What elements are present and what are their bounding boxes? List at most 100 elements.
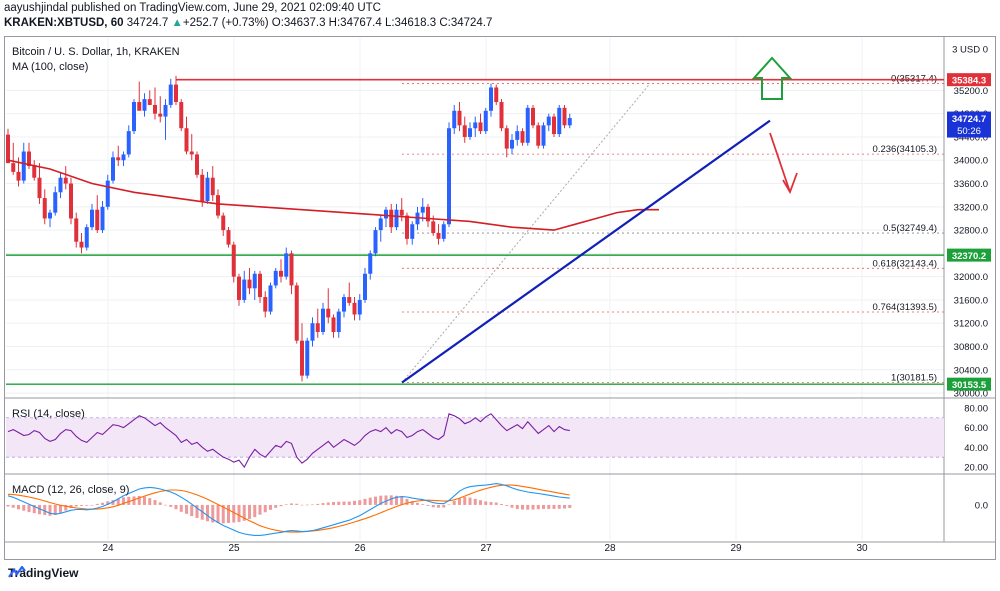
macd-histogram-bar bbox=[479, 500, 482, 505]
macd-histogram-bar bbox=[431, 504, 435, 508]
macd-histogram-bar bbox=[305, 504, 309, 506]
macd-histogram-bar bbox=[59, 504, 62, 514]
symbol: KRAKEN:XBTUSD, 60 bbox=[4, 17, 124, 29]
candle-body bbox=[405, 215, 409, 239]
countdown-label: 50:26 bbox=[957, 126, 981, 137]
macd-histogram-bar bbox=[405, 498, 409, 505]
candle-body bbox=[63, 177, 68, 184]
candle-body bbox=[373, 230, 378, 254]
candle-body bbox=[200, 174, 205, 201]
macd-histogram-bar bbox=[568, 504, 572, 508]
price-label-text: 35384.3 bbox=[952, 76, 986, 87]
candle-body bbox=[441, 224, 446, 239]
macd-histogram-bar bbox=[211, 504, 215, 523]
candle-body bbox=[132, 102, 136, 132]
candle-body bbox=[399, 209, 404, 216]
candle-body bbox=[69, 183, 73, 219]
macd-histogram-bar bbox=[494, 502, 498, 505]
macd-histogram-bar bbox=[22, 504, 26, 511]
macd-histogram-bar bbox=[17, 504, 20, 510]
y-tick-label: 33200.0 bbox=[954, 202, 988, 213]
candle-body bbox=[368, 253, 373, 274]
candle-body bbox=[195, 154, 199, 175]
macd-histogram-bar bbox=[342, 501, 346, 505]
candle-body bbox=[252, 273, 257, 289]
candle-body bbox=[310, 323, 315, 341]
macd-histogram-bar bbox=[179, 504, 183, 512]
macd-histogram-bar bbox=[515, 504, 519, 510]
red-down-arrow-head-icon bbox=[782, 172, 798, 195]
macd-histogram-bar bbox=[258, 504, 262, 515]
macd-histogram-bar bbox=[316, 503, 320, 505]
macd-histogram-bar bbox=[164, 504, 167, 506]
candle-body bbox=[6, 134, 10, 164]
candle-body bbox=[79, 241, 84, 248]
macd-histogram-bar bbox=[269, 504, 272, 510]
tradingview-logo-icon bbox=[8, 566, 26, 578]
candle-body bbox=[562, 107, 567, 126]
macd-histogram-bar bbox=[384, 495, 388, 505]
candle-body bbox=[74, 218, 79, 242]
macd-histogram-bar bbox=[169, 504, 173, 507]
x-tick-label: 25 bbox=[228, 543, 240, 554]
candle-body bbox=[226, 230, 231, 245]
y-tick-label: 34000.0 bbox=[954, 156, 988, 167]
candle-body bbox=[21, 151, 26, 181]
candle-body bbox=[158, 113, 163, 117]
macd-histogram-bar bbox=[206, 504, 209, 522]
candle-body bbox=[342, 297, 346, 312]
candle-body bbox=[494, 87, 499, 103]
candle-body bbox=[389, 209, 394, 228]
bullish-trend-line[interactable] bbox=[401, 119, 771, 384]
candle-body bbox=[546, 116, 551, 126]
macd-histogram-bar bbox=[85, 504, 89, 506]
macd-histogram-bar bbox=[74, 504, 78, 507]
low-label: L: bbox=[384, 17, 395, 29]
candle-body bbox=[95, 209, 100, 231]
candle-body bbox=[557, 107, 562, 135]
x-tick-label: 27 bbox=[480, 543, 492, 554]
macd-histogram-bar bbox=[279, 504, 283, 507]
candle-body bbox=[58, 177, 63, 193]
tradingview-logo[interactable]: TradingView bbox=[8, 566, 78, 580]
macd-histogram-bar bbox=[290, 503, 293, 505]
macd-axis-label: 0.0 bbox=[975, 500, 988, 511]
macd-histogram-bar bbox=[300, 504, 304, 506]
candle-body bbox=[32, 166, 37, 178]
candle-body bbox=[242, 279, 247, 300]
rsi-axis-label: 40.00 bbox=[964, 443, 988, 454]
candle-body bbox=[247, 279, 252, 289]
price-label-text: 34724.7 bbox=[952, 114, 986, 125]
candle-body bbox=[567, 118, 572, 126]
macd-histogram-bar bbox=[43, 504, 47, 516]
y-tick-label: 31200.0 bbox=[954, 319, 988, 330]
candle-body bbox=[221, 215, 226, 231]
macd-histogram-bar bbox=[174, 504, 178, 510]
candle-body bbox=[263, 297, 268, 312]
candle-body bbox=[489, 87, 493, 111]
x-tick-label: 29 bbox=[730, 543, 742, 554]
candle-body bbox=[100, 206, 105, 231]
candle-body bbox=[137, 102, 142, 111]
rsi-line bbox=[7, 413, 570, 469]
candle-body bbox=[305, 340, 310, 376]
green-up-arrow-icon bbox=[751, 56, 793, 100]
macd-histogram-bar bbox=[185, 504, 188, 514]
publish-info: aayushjindal published on TradingView.co… bbox=[4, 2, 381, 14]
candle-body bbox=[357, 299, 362, 315]
close-value: 34724.7 bbox=[450, 17, 493, 29]
candle-body bbox=[473, 122, 478, 129]
macd-histogram-bar bbox=[227, 504, 230, 523]
macd-histogram-bar bbox=[137, 495, 141, 505]
macd-histogram-bar bbox=[526, 504, 530, 510]
macd-histogram-bar bbox=[242, 504, 246, 521]
candle-body bbox=[336, 311, 341, 332]
candle-body bbox=[436, 233, 441, 239]
macd-histogram-bar bbox=[410, 501, 414, 505]
rsi-band bbox=[6, 417, 944, 458]
chart-title: Bitcoin / U. S. Dollar, 1h, KRAKEN bbox=[12, 46, 180, 58]
candle-body bbox=[27, 151, 31, 167]
candle-body bbox=[331, 317, 336, 332]
price-label-support bbox=[947, 377, 991, 391]
